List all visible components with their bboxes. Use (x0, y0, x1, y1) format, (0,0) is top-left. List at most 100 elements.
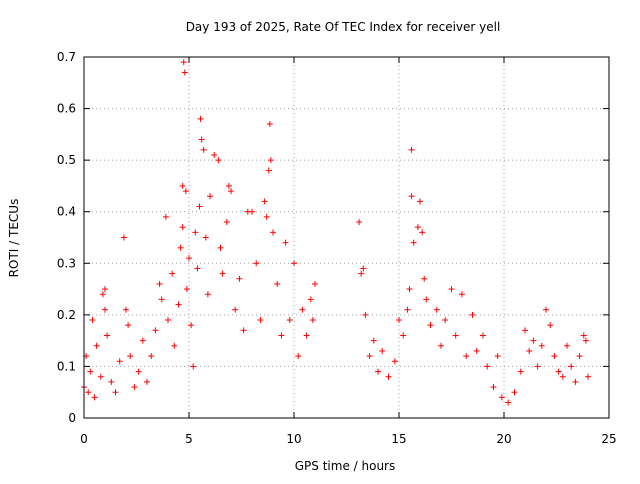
data-point (375, 368, 381, 375)
data-point (127, 353, 134, 360)
data-point (530, 337, 537, 344)
y-tick-label: 0.1 (57, 359, 76, 373)
data-point (505, 399, 512, 406)
y-tick-label: 0.5 (57, 153, 76, 167)
plot-frame (83, 56, 610, 419)
data-point (551, 353, 558, 360)
data-point (379, 347, 386, 354)
data-point (419, 229, 426, 236)
data-point (186, 255, 192, 262)
x-tick-label: 20 (496, 432, 511, 446)
data-point (494, 353, 501, 360)
data-point (547, 322, 554, 329)
data-point (144, 378, 150, 385)
data-point (169, 270, 176, 277)
data-point (223, 219, 230, 226)
y-tick-label: 0.6 (57, 102, 76, 116)
data-point (543, 306, 549, 313)
data-point (538, 342, 545, 349)
data-point (358, 270, 365, 277)
data-point (249, 208, 255, 215)
data-point (131, 384, 138, 391)
data-point (526, 347, 533, 354)
data-point (93, 342, 100, 349)
data-point (85, 389, 92, 396)
data-point (198, 136, 205, 143)
data-point (175, 301, 182, 308)
data-point (179, 182, 186, 189)
data-point (312, 280, 318, 287)
data-point (555, 368, 562, 375)
data-point (156, 280, 163, 287)
data-point (463, 353, 470, 360)
data-points (81, 59, 591, 406)
data-point (261, 198, 268, 205)
data-point (291, 260, 297, 267)
data-point (158, 296, 165, 303)
data-point (442, 317, 449, 324)
y-tick-label: 0.4 (57, 205, 76, 219)
chart-title: Day 193 of 2025, Rate Of TEC Index for r… (186, 20, 501, 34)
data-point (102, 286, 108, 293)
data-point (282, 239, 289, 246)
data-point (438, 342, 444, 349)
data-point (135, 368, 142, 375)
data-point (370, 337, 377, 344)
data-point (104, 332, 111, 339)
data-point (448, 286, 455, 293)
data-point (97, 373, 104, 380)
data-point (188, 322, 195, 329)
data-point (522, 327, 528, 334)
data-point (580, 332, 587, 339)
data-point (91, 394, 98, 401)
data-point (517, 368, 524, 375)
data-point (452, 332, 459, 339)
data-point (116, 358, 123, 365)
data-point (207, 193, 213, 200)
data-point (200, 146, 207, 153)
data-point (385, 373, 392, 380)
data-point (217, 244, 224, 251)
data-point (469, 311, 476, 318)
grid-layer (84, 57, 609, 418)
y-tick-label: 0 (68, 411, 76, 425)
data-point (498, 394, 505, 401)
data-point (404, 306, 411, 313)
data-point (108, 378, 115, 385)
data-point (274, 280, 281, 287)
data-point (182, 188, 189, 195)
data-point (572, 378, 579, 385)
data-point (356, 219, 363, 226)
data-point (219, 270, 226, 277)
data-point (511, 389, 518, 396)
y-tick-label: 0.2 (57, 308, 76, 322)
data-point (408, 193, 415, 200)
data-point (139, 337, 146, 344)
data-point (257, 317, 264, 324)
data-point (266, 121, 273, 128)
data-point (190, 363, 197, 370)
data-point (197, 115, 204, 122)
data-point (303, 332, 310, 339)
data-point (480, 332, 486, 339)
data-point (240, 327, 247, 334)
data-point (232, 306, 239, 313)
data-point (417, 198, 423, 205)
data-point (414, 224, 421, 231)
data-point (225, 182, 232, 189)
y-tick-label: 0.7 (57, 50, 76, 64)
data-point (585, 373, 591, 380)
x-tick-label: 5 (185, 432, 193, 446)
data-point (278, 332, 285, 339)
data-point (459, 291, 465, 298)
data-point (410, 239, 417, 246)
data-point (582, 337, 589, 344)
data-point (427, 322, 434, 329)
data-point (180, 59, 187, 66)
data-point (534, 363, 541, 370)
data-point (120, 234, 127, 241)
data-point (396, 317, 402, 324)
data-point (484, 363, 491, 370)
data-point (194, 265, 201, 272)
